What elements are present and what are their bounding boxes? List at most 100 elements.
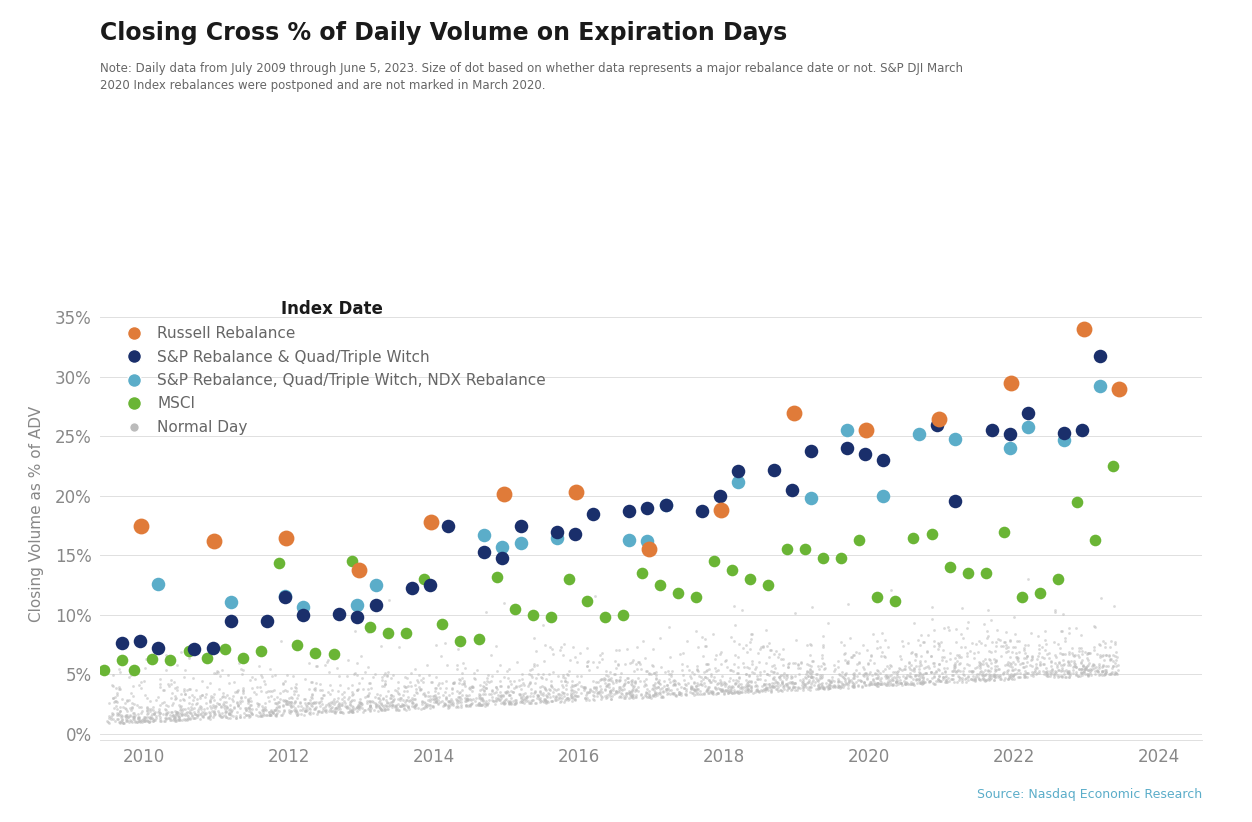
Point: [924, 670, 944, 683]
Point: [170, 713, 190, 727]
Point: [734, 641, 754, 654]
Point: [938, 671, 958, 684]
Point: [99, 709, 119, 723]
Point: [935, 676, 955, 689]
Point: [240, 691, 260, 704]
Point: [798, 665, 818, 678]
Point: [180, 682, 200, 695]
Point: [473, 683, 493, 696]
Point: [500, 689, 520, 702]
Point: [645, 681, 665, 694]
Point: [706, 664, 726, 677]
Point: [116, 711, 136, 724]
Point: [1090, 592, 1111, 605]
Point: [443, 677, 463, 690]
Point: [784, 681, 804, 694]
Point: [625, 679, 645, 692]
Point: [284, 704, 304, 718]
Point: [463, 667, 483, 680]
Point: [720, 683, 740, 696]
Point: [531, 695, 551, 708]
Point: [327, 695, 347, 708]
Point: [284, 684, 304, 697]
Point: [525, 686, 545, 700]
Point: [362, 695, 382, 708]
Point: [275, 589, 295, 603]
Point: [1028, 629, 1048, 642]
Point: [359, 695, 379, 708]
Point: [242, 708, 262, 721]
Point: [911, 649, 931, 663]
Point: [999, 659, 1019, 672]
Point: [299, 702, 319, 715]
Point: [541, 611, 561, 624]
Point: [669, 685, 689, 698]
Point: [1002, 376, 1022, 390]
Point: [116, 703, 136, 716]
Point: [442, 697, 462, 710]
Point: [272, 708, 292, 721]
Point: [210, 709, 230, 722]
Point: [537, 695, 557, 708]
Point: [153, 684, 173, 697]
Point: [490, 690, 510, 703]
Point: [393, 693, 413, 706]
Point: [520, 677, 540, 690]
Point: [498, 680, 518, 693]
Point: [439, 695, 459, 709]
Point: [568, 682, 588, 695]
Point: [500, 689, 520, 702]
Point: [737, 682, 757, 695]
Point: [702, 685, 722, 698]
Point: [462, 681, 482, 694]
Point: [621, 674, 641, 687]
Point: [505, 696, 525, 709]
Point: [163, 706, 183, 719]
Point: [712, 685, 732, 698]
Point: [94, 663, 114, 677]
Point: [789, 662, 809, 675]
Point: [943, 672, 963, 685]
Point: [177, 705, 197, 718]
Point: [781, 683, 801, 696]
Point: [975, 674, 995, 687]
Point: [909, 659, 929, 672]
Point: [179, 683, 199, 696]
Point: [316, 658, 336, 672]
Point: [490, 658, 510, 672]
Point: [700, 676, 720, 689]
Point: [934, 650, 954, 663]
Point: [237, 704, 257, 717]
Point: [300, 693, 321, 706]
Point: [162, 686, 182, 700]
Point: [1103, 659, 1123, 672]
Point: [771, 683, 791, 696]
Point: [305, 646, 326, 659]
Point: [100, 713, 120, 726]
Point: [401, 693, 421, 706]
Point: [115, 712, 135, 725]
Point: [874, 677, 894, 690]
Point: [625, 685, 645, 698]
Point: [366, 579, 386, 592]
Point: [458, 700, 478, 713]
Point: [368, 704, 388, 718]
Point: [788, 658, 808, 672]
Point: [755, 682, 775, 695]
Point: [1058, 658, 1078, 672]
Point: [781, 670, 801, 683]
Point: [659, 672, 679, 686]
Point: [318, 697, 338, 710]
Point: [131, 716, 151, 729]
Point: [180, 713, 200, 726]
Point: [337, 700, 357, 713]
Point: [265, 703, 285, 716]
Point: [1010, 666, 1030, 679]
Point: [363, 695, 383, 709]
Point: [219, 691, 239, 704]
Point: [736, 667, 756, 681]
Point: [1002, 660, 1022, 673]
Point: [736, 673, 756, 686]
Point: [285, 703, 305, 716]
Point: [929, 675, 949, 688]
